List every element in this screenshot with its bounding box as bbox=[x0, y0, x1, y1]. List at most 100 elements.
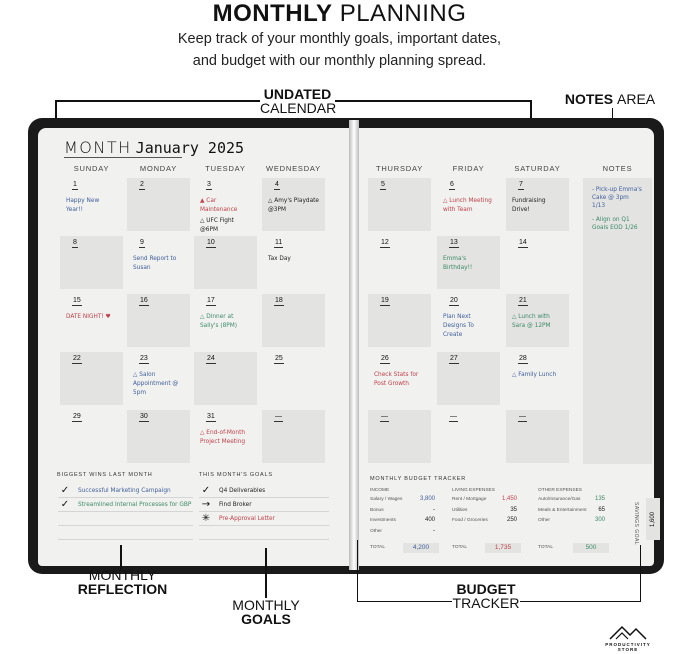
calendar-day-cell[interactable]: 7 Fundraising Drive! bbox=[506, 178, 569, 231]
event-text: △ Salon Appointment @ 5pm bbox=[133, 372, 179, 396]
goal-row[interactable]: ✳ Pre-Approval Letter bbox=[199, 512, 329, 526]
callout-light: TRACKER bbox=[452, 595, 520, 611]
other-row-value[interactable]: 300 bbox=[594, 517, 605, 523]
calendar-day-cell[interactable]: — bbox=[368, 410, 431, 463]
income-row-label: Salary / Wages bbox=[370, 497, 403, 502]
day-number: 27 bbox=[449, 355, 459, 364]
calendar-day-cell[interactable]: 22 bbox=[60, 352, 123, 405]
calendar-day-cell[interactable]: 17 △ Dinner at Sally's (8PM) bbox=[194, 294, 257, 347]
calendar-day-cell[interactable]: 16 bbox=[127, 294, 190, 347]
callout-bold: GOALS bbox=[241, 611, 291, 627]
calendar-day-cell[interactable]: 27 bbox=[437, 352, 500, 405]
page-title: MONTHLY PLANNING bbox=[0, 0, 679, 28]
income-row-value[interactable]: 3,800 bbox=[419, 496, 435, 502]
day-number: — bbox=[380, 413, 389, 422]
day-header-friday: FRIDAY bbox=[452, 164, 485, 173]
living-row-value[interactable]: 250 bbox=[506, 517, 517, 523]
day-number: 22 bbox=[72, 355, 82, 364]
calendar-day-cell[interactable]: 20 Plan Next Designs To Create bbox=[437, 294, 500, 347]
event-text: Fundraising Drive! bbox=[512, 198, 546, 213]
calendar-day-cell[interactable]: — bbox=[262, 410, 325, 463]
calendar-day-cell[interactable]: 24 bbox=[194, 352, 257, 405]
living-row-value[interactable]: 35 bbox=[510, 506, 517, 513]
calendar-day-cell[interactable]: 9 Send Report to Susan bbox=[127, 236, 190, 289]
living-total-value[interactable]: 1,735 bbox=[485, 543, 521, 553]
day-number: 7 bbox=[518, 181, 524, 190]
win-row[interactable]: ✓ Streamlined Internal Processes for GBP bbox=[58, 498, 193, 512]
calendar-day-cell[interactable]: 8 bbox=[60, 236, 123, 289]
goal-row[interactable] bbox=[199, 526, 329, 540]
calendar-day-cell[interactable]: 11 Tax Day bbox=[262, 236, 325, 289]
event-text: △ Family Lunch bbox=[512, 372, 557, 378]
day-number: — bbox=[274, 413, 283, 422]
goal-row[interactable]: → Find Broker bbox=[199, 498, 329, 512]
other-row-value[interactable]: 135 bbox=[594, 496, 605, 502]
month-value: January 2025 bbox=[135, 139, 245, 157]
calendar-day-cell[interactable]: 29 bbox=[60, 410, 123, 463]
day-number: 13 bbox=[449, 239, 459, 248]
event-text: ▲ Car Maintenance bbox=[200, 198, 238, 213]
callout-light: MONTHLY bbox=[232, 597, 300, 613]
calendar-day-cell[interactable]: 1 Happy New Year!! bbox=[60, 178, 123, 231]
day-number: — bbox=[518, 413, 527, 422]
calendar-day-cell[interactable]: — bbox=[437, 410, 500, 463]
day-header-saturday: SATURDAY bbox=[514, 164, 561, 173]
calendar-day-cell[interactable]: 12 bbox=[368, 236, 431, 289]
calendar-day-cell[interactable]: 19 bbox=[368, 294, 431, 347]
other-header: OTHER EXPENSES bbox=[538, 488, 582, 493]
calendar-day-cell[interactable]: 18 bbox=[262, 294, 325, 347]
other-row-value[interactable]: 65 bbox=[598, 506, 605, 513]
goals-title: THIS MONTH'S GOALS bbox=[199, 472, 273, 478]
goal-row[interactable]: ✓ Q4 Deliverables bbox=[199, 484, 329, 498]
calendar-day-cell[interactable]: 15 DATE NIGHT! ♥ bbox=[60, 294, 123, 347]
event-text: Tax Day bbox=[268, 256, 291, 262]
notes-area[interactable]: - Pick-up Emma's Cake @ 3pm 1/13 - Align… bbox=[583, 178, 652, 464]
calendar-day-cell[interactable]: 30 bbox=[127, 410, 190, 463]
wins-title: BIGGEST WINS LAST MONTH bbox=[57, 472, 153, 478]
win-row[interactable]: ✓ Successful Marketing Campaign bbox=[58, 484, 193, 498]
other-total-value[interactable]: 500 bbox=[573, 543, 609, 553]
event-text: △ Lunch with Sara @ 12PM bbox=[512, 314, 551, 329]
event-text: Check Stats for Post Growth bbox=[374, 372, 419, 387]
calendar-day-cell[interactable]: 25 bbox=[262, 352, 325, 405]
note-item: - Pick-up Emma's Cake @ 3pm 1/13 bbox=[592, 187, 642, 209]
income-row-value[interactable]: - bbox=[433, 527, 435, 534]
calendar-day-cell[interactable]: 6 △ Lunch Meeting with Team bbox=[437, 178, 500, 231]
calendar-day-cell[interactable]: — bbox=[506, 410, 569, 463]
income-total-label: TOTAL bbox=[370, 545, 386, 550]
calendar-day-cell[interactable]: 10 bbox=[194, 236, 257, 289]
income-row-value[interactable]: - bbox=[433, 506, 435, 513]
arrow-right-icon: → bbox=[201, 499, 211, 510]
calendar-day-cell[interactable]: 4 △ Amy's Playdate @3PM bbox=[262, 178, 325, 231]
callout-light: AREA bbox=[617, 91, 656, 107]
ribbon-bookmark bbox=[349, 120, 359, 570]
callout-light: CALENDAR bbox=[260, 100, 337, 116]
income-total-value[interactable]: 4,200 bbox=[403, 543, 439, 553]
row-text: Find Broker bbox=[219, 501, 252, 508]
day-number: 23 bbox=[139, 355, 149, 364]
calendar-day-cell[interactable]: 31 △ End-of-Month Project Meeting bbox=[194, 410, 257, 463]
star-icon: ✳ bbox=[201, 513, 211, 524]
calendar-day-cell[interactable]: 13 Emma's Birthday!! bbox=[437, 236, 500, 289]
calendar-day-cell[interactable]: 28 △ Family Lunch bbox=[506, 352, 569, 405]
brand-name: PRODUCTIVITY STORE bbox=[605, 642, 651, 652]
calendar-day-cell[interactable]: 26 Check Stats for Post Growth bbox=[368, 352, 431, 405]
income-row-label: Investments bbox=[370, 518, 396, 523]
living-row-value[interactable]: 1,450 bbox=[501, 496, 517, 502]
day-number: 21 bbox=[518, 297, 528, 306]
day-number: 28 bbox=[518, 355, 528, 364]
event-text: △ End-of-Month Project Meeting bbox=[200, 430, 246, 445]
calendar-day-cell[interactable]: 5 bbox=[368, 178, 431, 231]
calendar-day-cell[interactable]: 14 bbox=[506, 236, 569, 289]
day-header-sunday: SUNDAY bbox=[73, 164, 110, 173]
calendar-day-cell[interactable]: 3 ▲ Car Maintenance △ UFC Fight @6PM bbox=[194, 178, 257, 233]
event-text: △ Dinner at Sally's (8PM) bbox=[200, 314, 238, 329]
income-row-value[interactable]: 400 bbox=[424, 517, 435, 523]
day-number: 3 bbox=[206, 181, 212, 190]
win-row[interactable] bbox=[58, 526, 193, 540]
subtitle-line-1: Keep track of your monthly goals, import… bbox=[177, 31, 502, 47]
calendar-day-cell[interactable]: 21 △ Lunch with Sara @ 12PM bbox=[506, 294, 569, 347]
win-row[interactable] bbox=[58, 512, 193, 526]
calendar-day-cell[interactable]: 2 bbox=[127, 178, 190, 231]
calendar-day-cell[interactable]: 23 △ Salon Appointment @ 5pm bbox=[127, 352, 190, 405]
